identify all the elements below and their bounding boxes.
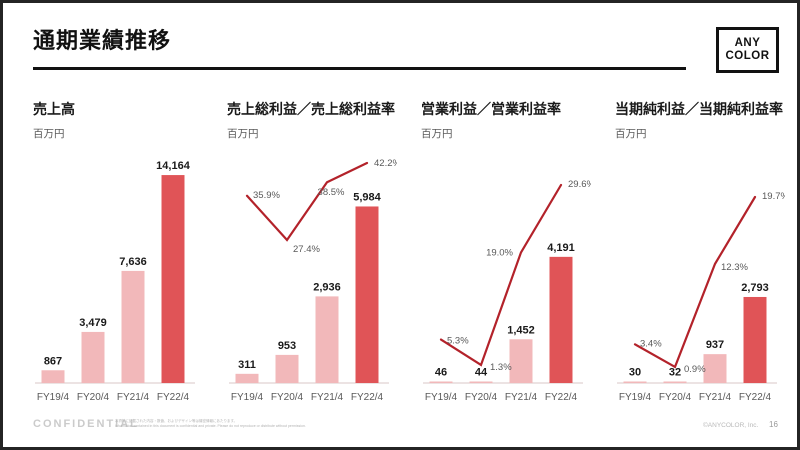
bar-value-label: 46 xyxy=(435,367,447,379)
category-label: FY19/4 xyxy=(37,392,70,403)
ratio-label: 35.9% xyxy=(253,190,280,201)
category-label: FY19/4 xyxy=(425,392,458,403)
ratio-label: 5.3% xyxy=(447,336,469,347)
bar-value-label: 867 xyxy=(44,355,62,367)
bar-FY22/4 xyxy=(355,206,379,383)
bar-value-label: 311 xyxy=(238,359,256,371)
page-title: 通期業績推移 xyxy=(33,28,172,53)
bar-FY21/4 xyxy=(703,354,727,383)
logo-text-line1: ANY xyxy=(734,37,761,50)
chart-panel-operating-profit: 営業利益／営業利益率 百万円 5.3% 1.3% 19.0% 29.6% 46 44 1,4… xyxy=(421,99,613,415)
bar-FY22/4 xyxy=(161,175,185,383)
category-label: FY20/4 xyxy=(271,392,304,403)
bar-value-label: 1,452 xyxy=(507,324,535,336)
ratio-label: 0.9% xyxy=(684,364,706,375)
chart-panel-net-income: 当期純利益／当期純利益率 百万円 3.4% 0.9% 12.3% 19.7% 30 32 9… xyxy=(615,99,797,415)
net-income-chart-svg: 3.4% 0.9% 12.3% 19.7% 30 32 937 2,793 FY19/4 FY20… xyxy=(617,191,785,403)
category-label: FY21/4 xyxy=(505,392,538,403)
bar-FY21/4 xyxy=(509,339,533,383)
ratio-label: 12.3% xyxy=(721,262,748,273)
operating-profit-chart-svg: 5.3% 1.3% 19.0% 29.6% 46 44 1,452 4,191 FY19/4 FY… xyxy=(423,179,591,403)
chart-title: 売上高 xyxy=(33,101,75,117)
chart-panel-gross-profit: 売上総利益／売上総利益率 百万円 35.9% 27.4% 38.5% 42.2% 311… xyxy=(227,99,419,415)
logo-text-line2: COLOR xyxy=(725,50,770,62)
revenue-chart-svg: 867 3,479 7,636 14,164 FY19/4 FY20/4 FY21/4 FY2… xyxy=(35,160,195,403)
category-label: FY22/4 xyxy=(351,392,384,403)
copyright-label: ©ANYCOLOR, Inc. xyxy=(703,422,759,429)
category-label: FY21/4 xyxy=(117,392,150,403)
bar-value-label: 14,164 xyxy=(156,160,191,172)
bar-value-label: 32 xyxy=(669,367,681,379)
bar-FY20/4 xyxy=(275,354,299,383)
ratio-label: 3.4% xyxy=(640,338,662,349)
bar-value-label: 30 xyxy=(629,367,641,379)
title-underline xyxy=(33,67,686,70)
category-label: FY22/4 xyxy=(545,392,578,403)
footer-disclaimer-jp: 本資料に記載された内容・数値、およびデザイン等は機密情報にあたります。 xyxy=(115,419,238,423)
ratio-label: 19.7% xyxy=(762,191,785,202)
bar-value-label: 953 xyxy=(278,340,296,352)
bar-FY22/4 xyxy=(743,296,767,383)
bar-FY21/4 xyxy=(121,270,145,383)
chart-title: 売上総利益／売上総利益率 xyxy=(227,101,395,117)
chart-unit-label: 百万円 xyxy=(227,128,259,140)
bar-FY19/4 xyxy=(41,370,65,383)
bar-FY20/4 xyxy=(663,381,687,383)
ratio-line xyxy=(245,161,369,242)
confidential-label: CONFIDENTIAL xyxy=(33,418,139,430)
bar-FY19/4 xyxy=(235,373,259,383)
chart-title: 当期純利益／当期純利益率 xyxy=(615,101,783,117)
category-label: FY20/4 xyxy=(77,392,110,403)
bar-value-label: 44 xyxy=(475,367,488,379)
chart-unit-label: 百万円 xyxy=(33,128,65,140)
page-number: 16 xyxy=(769,420,778,429)
bar-value-label: 2,793 xyxy=(741,282,769,294)
anycolor-logo: ANY COLOR xyxy=(716,27,779,73)
chart-title: 営業利益／営業利益率 xyxy=(421,101,561,117)
chart-unit-label: 百万円 xyxy=(615,128,647,140)
bar-value-label: 4,191 xyxy=(547,242,575,254)
ratio-label: 27.4% xyxy=(293,244,320,255)
gross-profit-chart-svg: 35.9% 27.4% 38.5% 42.2% 311 953 2,936 5,984 FY19… xyxy=(229,158,397,403)
ratio-label: 19.0% xyxy=(486,247,513,258)
ratio-label: 29.6% xyxy=(568,179,591,190)
ratio-line xyxy=(439,183,563,367)
ratio-label: 38.5% xyxy=(318,187,345,198)
bar-FY19/4 xyxy=(623,381,647,383)
bar-value-label: 937 xyxy=(706,339,724,351)
bar-FY20/4 xyxy=(81,331,105,383)
bar-value-label: 2,936 xyxy=(313,281,341,293)
category-label: FY22/4 xyxy=(157,392,190,403)
category-label: FY20/4 xyxy=(465,392,498,403)
category-label: FY21/4 xyxy=(699,392,732,403)
ratio-label: 42.2% xyxy=(374,158,397,169)
bar-FY19/4 xyxy=(429,381,453,383)
ratio-label: 1.3% xyxy=(490,362,512,373)
category-label: FY19/4 xyxy=(231,392,264,403)
category-label: FY20/4 xyxy=(659,392,692,403)
bar-value-label: 7,636 xyxy=(119,256,147,268)
chart-panel-revenue: 売上高 百万円 867 3,479 7,636 14,164 FY19/4 FY20/4 F… xyxy=(33,99,225,415)
bar-FY20/4 xyxy=(469,381,493,383)
ratio-line xyxy=(633,195,757,369)
footer-disclaimer-en: Information contained in this document i… xyxy=(115,423,306,428)
footer-disclaimer: 本資料に記載された内容・数値、およびデザイン等は機密情報にあたります。 Info… xyxy=(115,419,375,428)
category-label: FY22/4 xyxy=(739,392,772,403)
bar-value-label: 5,984 xyxy=(353,191,381,203)
bar-FY21/4 xyxy=(315,296,339,383)
bar-value-label: 3,479 xyxy=(79,317,107,329)
category-label: FY19/4 xyxy=(619,392,652,403)
chart-unit-label: 百万円 xyxy=(421,128,453,140)
category-label: FY21/4 xyxy=(311,392,344,403)
bar-FY22/4 xyxy=(549,256,573,383)
